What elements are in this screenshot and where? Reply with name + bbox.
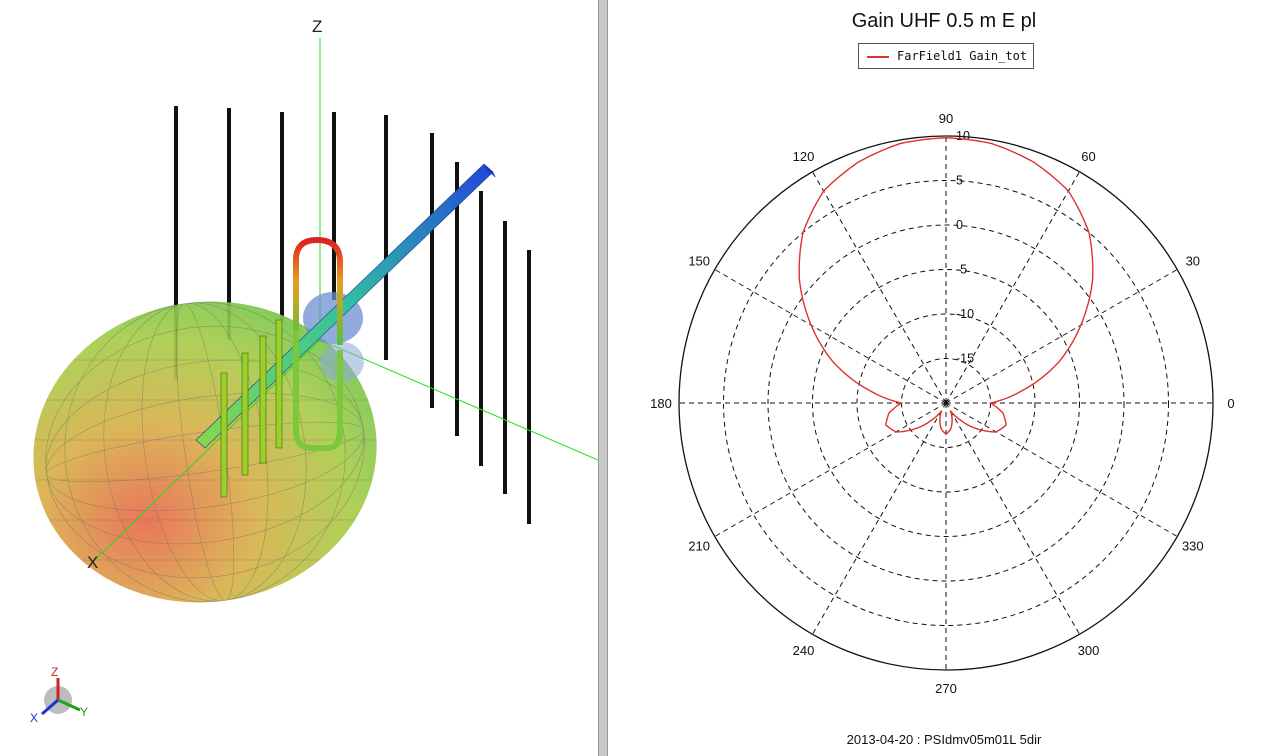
legend: FarField1 Gain_tot: [858, 43, 1034, 69]
svg-text:Z: Z: [51, 665, 58, 679]
x-axis-line: [94, 339, 321, 561]
3d-scene[interactable]: Z X Z Y X: [0, 0, 598, 756]
reflector-rods: [174, 106, 531, 524]
angle-tick-label: 240: [793, 643, 815, 658]
orientation-triad-icon: Z Y X: [30, 665, 88, 725]
polar-grid-spoke: [714, 402, 947, 537]
angle-tick-label: 300: [1078, 643, 1100, 658]
polar-center-marker: *: [943, 396, 949, 413]
polar-chart: 0 30 60 90 120 150 180 210 240 270 300 330 10 5 0 -5 -10…: [650, 111, 1234, 696]
polar-grid-ring: [812, 269, 1080, 537]
radial-tick-label: -15: [956, 352, 974, 366]
polar-grid-ring: [856, 313, 1036, 493]
radial-tick-label: 5: [956, 174, 963, 188]
angle-tick-label: 60: [1081, 149, 1095, 164]
angle-tick-label: 0: [1227, 396, 1234, 411]
angle-tick-label: 180: [650, 396, 672, 411]
angle-tick-label: 150: [688, 254, 710, 269]
y-axis-line: [319, 339, 598, 461]
polar-grid-ring: [723, 180, 1169, 626]
polar-grid-spoke: [945, 171, 1080, 404]
gain-series-curve: [798, 137, 1094, 435]
radial-tick-label: 0: [956, 218, 963, 232]
x-axis-label: X: [87, 553, 98, 572]
folded-dipole: [293, 236, 343, 345]
angle-tick-label: 270: [935, 681, 957, 696]
angle-tick-label: 330: [1182, 539, 1204, 554]
polar-outer-ring: [678, 135, 1214, 671]
radial-tick-label: -10: [956, 307, 974, 321]
z-axis-label: Z: [312, 17, 322, 36]
angle-tick-label: 120: [793, 149, 815, 164]
polar-plot-pane: Gain UHF 0.5 m E pl FarField1 Gain_tot 0…: [608, 0, 1280, 756]
angle-tick-label: 210: [688, 539, 710, 554]
polar-grid-ring: [767, 224, 1125, 582]
plot-footer: 2013-04-20 : PSIdmv05m01L 5dir: [846, 732, 1042, 747]
radial-tick-label: -5: [956, 263, 967, 277]
3d-viewport[interactable]: Z X Z Y X: [0, 0, 598, 756]
polar-grid-spoke: [945, 402, 1178, 537]
angle-tick-label: 90: [939, 111, 953, 126]
angle-tick-label: 30: [1186, 254, 1200, 269]
svg-text:Y: Y: [80, 705, 88, 719]
legend-label: FarField1 Gain_tot: [897, 49, 1028, 63]
pane-splitter[interactable]: [598, 0, 608, 756]
plot-title: Gain UHF 0.5 m E pl: [851, 10, 1037, 32]
legend-swatch: [867, 56, 889, 58]
radial-tick-label: 10: [956, 129, 970, 143]
director-elements: [220, 319, 283, 498]
svg-text:X: X: [30, 711, 38, 725]
